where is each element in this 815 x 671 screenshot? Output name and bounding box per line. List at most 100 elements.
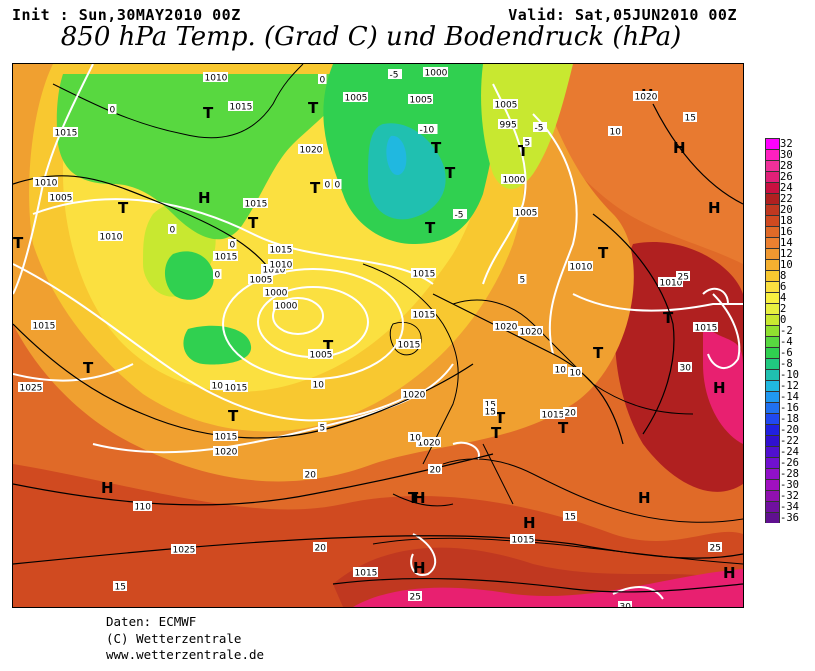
isobar-label-bg (343, 92, 368, 102)
scale-swatch (765, 490, 780, 501)
scale-label: 0 (780, 314, 787, 326)
high-pressure-marker: H (198, 189, 211, 207)
weather-map: HHHHHHHHHHHTTTTTTTTTTTTTTTTTTTT 10101015… (12, 63, 744, 608)
isobar-label-bg (228, 101, 253, 111)
isobar-label-bg (510, 534, 535, 544)
low-pressure-marker: T (598, 244, 609, 262)
low-pressure-marker: T (425, 219, 436, 237)
temperature-label: 0 (325, 181, 331, 191)
scale-label: 4 (780, 292, 787, 304)
chart-title: 850 hPa Temp. (Grad C) und Bodendruck (h… (60, 22, 682, 52)
scale-swatch (765, 501, 780, 512)
temperature-label: 20 (315, 544, 327, 554)
low-pressure-marker: T (228, 407, 239, 425)
temp-band-east-hot (703, 324, 743, 444)
scale-label: -6 (780, 347, 793, 359)
isobar-label-bg (48, 192, 73, 202)
scale-label: -28 (780, 468, 799, 480)
scale-swatch (765, 347, 780, 358)
isobar-label-bg (213, 446, 238, 456)
scale-label: -4 (780, 336, 793, 348)
temperature-label: -5 (535, 124, 544, 134)
isobar-label-bg (213, 251, 238, 261)
isobar-label-bg (423, 67, 448, 77)
scale-label: -2 (780, 325, 793, 337)
temperature-label: 10 (313, 381, 325, 391)
temperature-label-bg (678, 362, 692, 372)
temperature-label: 15 (485, 408, 496, 418)
temperature-label: 15 (115, 583, 126, 593)
isobar-label-bg (171, 544, 196, 554)
temperature-label-bg (483, 406, 497, 416)
valid-time-label: Valid: Sat,05JUN2010 00Z (508, 6, 737, 24)
isobar-label-bg (633, 91, 658, 101)
isobar-label: 1020 (403, 391, 426, 401)
temperature-label-bg (483, 399, 497, 409)
high-pressure-marker: H (638, 489, 651, 507)
pressure-markers: HHHHHHHHHHHTTTTTTTTTTTTTTTTTTTT (13, 86, 736, 582)
temperature-label: 10 (610, 128, 622, 138)
temperature-label-bg (408, 591, 422, 601)
temperature-label: 0 (320, 76, 326, 86)
isobar-label: 1005 (310, 351, 333, 361)
isobar-label-bg (223, 382, 248, 392)
isobar-label-bg (53, 127, 78, 137)
isobar-label-bg (308, 349, 333, 359)
isobar-label-bg (518, 326, 543, 336)
temperature-label-bg (568, 367, 582, 377)
high-pressure-marker: H (708, 199, 721, 217)
isobar-label-bg (411, 309, 436, 319)
temperature-label: 30 (680, 364, 692, 374)
isobar-label-bg (268, 259, 293, 269)
website-link[interactable]: www.wetterzentrale.de (106, 647, 265, 662)
scale-swatch (765, 204, 780, 215)
temperature-label-bg (311, 379, 325, 389)
temperature-label: 30 (620, 603, 632, 608)
isobar-label-bg (33, 177, 58, 187)
temperature-label: 5 (320, 424, 326, 434)
low-pressure-marker: T (323, 337, 334, 355)
scale-swatch (765, 402, 780, 413)
temperature-label: 0 (215, 271, 221, 281)
temperature-label: 20 (305, 471, 317, 481)
scale-label: 14 (780, 237, 793, 249)
low-pressure-marker: T (518, 142, 529, 160)
isobar-label: 1015 (230, 103, 253, 113)
scale-label: -24 (780, 446, 799, 458)
isobar-label: 995 (500, 121, 517, 131)
temperature-label-bg (303, 469, 317, 479)
temperature-label: 25 (710, 544, 721, 554)
cold-patch-blue (386, 135, 407, 176)
scale-swatch (765, 479, 780, 490)
scale-label: 32 (780, 138, 793, 150)
temperature-color-scale (765, 138, 780, 526)
isobar-label: 1015 (413, 270, 436, 280)
low-pressure-marker: T (593, 344, 604, 362)
scale-swatch (765, 336, 780, 347)
temperature-label-bg (168, 224, 177, 234)
temperature-label: -10 (420, 126, 435, 136)
isobar-label-bg (268, 244, 293, 254)
temperature-label-bg (213, 269, 222, 279)
temperature-label: 15 (685, 114, 696, 124)
high-pressure-marker: H (101, 479, 114, 497)
temperature-label-bg (113, 581, 127, 591)
isobar-label: 1020 (635, 93, 658, 103)
isobar-label-bg (658, 277, 683, 287)
isobar-label-bg (411, 268, 436, 278)
temperature-label-bg (563, 407, 577, 417)
high-pressure-marker: H (673, 139, 686, 157)
temperature-label: 0 (230, 241, 236, 251)
scale-swatch (765, 149, 780, 160)
isobar-label-bg (243, 198, 268, 208)
scale-label: -16 (780, 402, 799, 414)
temperature-label-bg (313, 542, 327, 552)
temperature-label-bg (428, 464, 442, 474)
isobar-label: 1005 (50, 194, 73, 204)
isobar-label-bg (493, 321, 518, 331)
low-pressure-marker: T (83, 359, 94, 377)
scale-swatch (765, 512, 780, 523)
isobar-label: 1025 (173, 546, 196, 556)
temperature-label-bg (708, 542, 722, 552)
data-source-label: Daten: ECMWF (106, 614, 197, 629)
